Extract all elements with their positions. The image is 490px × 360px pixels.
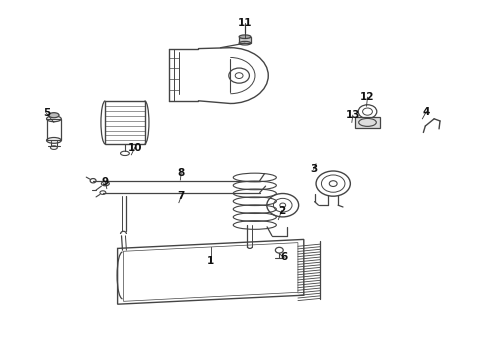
Text: 10: 10 xyxy=(127,143,142,153)
Text: 8: 8 xyxy=(178,168,185,178)
Text: 5: 5 xyxy=(43,108,50,118)
Bar xyxy=(355,117,380,128)
Text: 13: 13 xyxy=(345,110,360,120)
Text: 3: 3 xyxy=(310,164,317,174)
Text: 7: 7 xyxy=(177,191,185,201)
Text: 12: 12 xyxy=(360,92,375,102)
Text: 1: 1 xyxy=(207,256,214,266)
Text: 11: 11 xyxy=(238,18,252,28)
Text: 4: 4 xyxy=(422,107,430,117)
Text: 9: 9 xyxy=(102,177,109,187)
Bar xyxy=(239,37,251,43)
Ellipse shape xyxy=(239,35,251,39)
Bar xyxy=(105,101,145,144)
Bar xyxy=(47,119,61,140)
Text: 6: 6 xyxy=(281,252,288,262)
Text: 2: 2 xyxy=(278,206,285,216)
Ellipse shape xyxy=(49,113,59,118)
